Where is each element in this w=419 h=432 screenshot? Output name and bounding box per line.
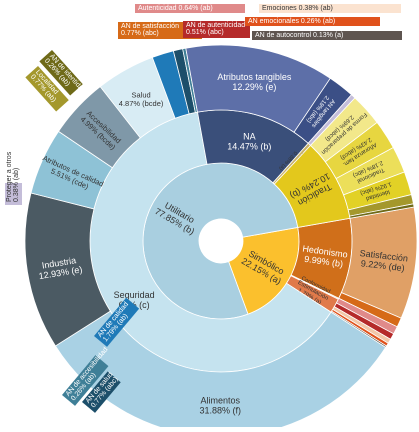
callout-an-de-satisfaccion: AN de satisfacción 0.77% (abc) — [118, 22, 202, 39]
callout-value-emociones: 0.38% (ab) — [298, 5, 333, 12]
segment-value-atributos-tangibles: 12.29% (e) — [232, 82, 276, 92]
callout-value-an-de-satisfaccion: 0.77% (abc) — [121, 30, 159, 38]
segment-alimentos — [54, 310, 387, 432]
callout-label-proteger-a-otros: Proteger a otros — [6, 151, 13, 202]
segment-value-na: 14.47% (b) — [227, 141, 271, 151]
segment-value-alimentos: 31.88% (f) — [200, 405, 242, 415]
callout-label-emociones: Emociones — [262, 5, 297, 12]
center-hole — [199, 219, 243, 263]
callout-autenticidad: Autenticidad 0.64% (ab) — [135, 4, 245, 14]
segment-label-alimentos: Alimentos — [201, 395, 241, 405]
callout-label-an-de-autenticidad: AN de autenticidad — [186, 22, 246, 29]
segment-label-salud: Salud — [131, 90, 150, 99]
callout-value-an-de-autocontrol: 0.13% (a) — [313, 32, 344, 39]
callout-label-autenticidad: Autenticidad — [138, 5, 177, 12]
callout-an-emocionales: AN emocionales 0.26% (ab) — [245, 17, 380, 27]
callout-label-an-emocionales: AN emocionales — [248, 18, 299, 25]
callout-value-proteger-a-otros: 0.38% (ab) — [13, 167, 21, 202]
callout-proteger-a-otros: Proteger a otros 0.38% (ab) — [5, 152, 22, 205]
callout-label-an-de-satisfaccion: AN de satisfacción — [121, 23, 179, 30]
callout-an-de-autocontrol: AN de autocontrol 0.13% (a) — [252, 31, 402, 41]
callout-label-an-de-autocontrol: AN de autocontrol — [255, 32, 312, 39]
callout-emociones: Emociones 0.38% (ab) — [259, 4, 401, 14]
segment-an-de-identidad — [349, 203, 415, 219]
callout-value-an-emocionales: 0.26% (ab) — [300, 18, 336, 25]
callout-value-an-de-autenticidad: 0.51% (abc) — [186, 29, 224, 37]
callout-value-autenticidad: 0.64% (ab) — [178, 5, 213, 12]
segment-label-atributos-tangibles: Atributos tangibles — [217, 72, 292, 82]
callout-an-de-autenticidad: AN de autenticidad 0.51% (abc) — [183, 21, 250, 38]
segment-label-na: NA — [243, 131, 256, 141]
segment-value-salud: 4.87% (bcde) — [119, 99, 164, 108]
segment-label-seguridad: Seguridad — [114, 290, 155, 300]
